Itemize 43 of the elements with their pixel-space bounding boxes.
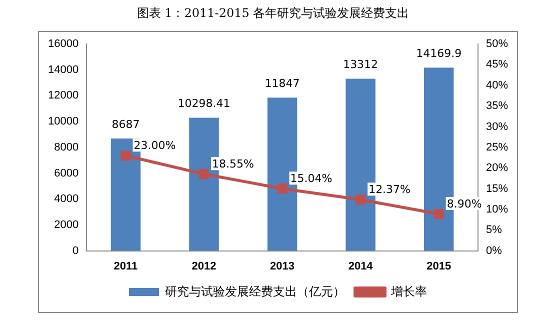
y-tick-label: 10000 [48, 116, 79, 128]
y-tick-label: 14000 [48, 64, 79, 76]
data-label: 23.00% [134, 139, 176, 152]
data-label: 12.37% [368, 182, 411, 196]
y2-tick-label: 20% [486, 162, 508, 174]
data-label: 18.55% [212, 157, 254, 170]
y2-tick-label: 45% [486, 58, 508, 71]
y-tick-label: 16000 [48, 38, 79, 50]
y2-tick-label: 30% [486, 120, 508, 133]
point [198, 169, 210, 180]
data-label: 8687 [112, 118, 140, 131]
legend-label: 研究与试验发展经费支出（亿元） [165, 284, 345, 298]
data-label: 15.04% [290, 172, 332, 185]
data-label: 14169.9 [416, 47, 462, 60]
data-label: 10298.41 [178, 97, 230, 110]
y2-tick-label: 10% [486, 203, 508, 216]
y-tick-label: 6000 [54, 167, 79, 180]
y-tick-label: 12000 [48, 90, 79, 102]
y2-tick-label: 40% [486, 79, 508, 92]
point [277, 184, 288, 194]
y-tick-label: 0 [72, 244, 79, 257]
y-tick-label: 8000 [54, 141, 79, 154]
x-tick-label: 2014 [348, 260, 374, 272]
data-label: 13312 [343, 58, 378, 72]
y2-tick-label: 25% [486, 141, 508, 154]
legend-label: 增长率 [390, 284, 427, 298]
data-label: 8.90% [446, 197, 482, 210]
x-tick-label: 2011 [114, 260, 138, 272]
data-label: 11847 [264, 77, 300, 90]
y2-tick-label: 0% [486, 244, 502, 257]
x-tick-label: 2013 [270, 260, 295, 272]
point [120, 150, 131, 161]
y2-tick-label: 35% [486, 100, 508, 112]
y2-tick-label: 50% [486, 38, 508, 50]
x-tick-label: 2012 [192, 260, 216, 272]
y-tick-label: 2000 [54, 218, 79, 231]
point [434, 208, 444, 220]
y2-tick-label: 5% [486, 224, 502, 236]
x-tick-label: 2015 [426, 260, 452, 272]
y2-tick-label: 15% [486, 182, 508, 195]
y-tick-label: 4000 [54, 193, 79, 206]
chart-title: 图表 1：2011-2015 各年研究与试验发展经费支出 [136, 5, 410, 22]
point [356, 194, 366, 205]
